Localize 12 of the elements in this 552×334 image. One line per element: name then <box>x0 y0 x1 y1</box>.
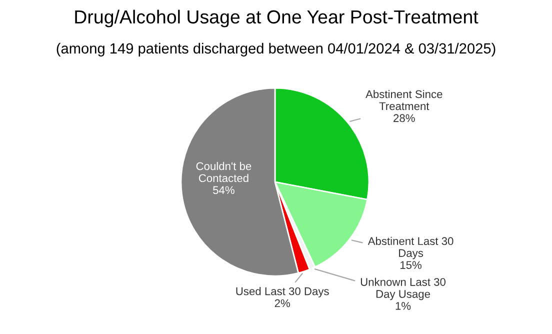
data-label: 54% <box>213 186 234 194</box>
slice-label: Used Last 30 Days <box>236 287 329 298</box>
data-label: 15% <box>400 261 422 269</box>
chart-subtitle: (among 149 patients discharged between 04/01/2024 & 03/31/2025) <box>56 42 496 56</box>
data-label: 1% <box>396 302 411 310</box>
slice-label: Couldn't be Contacted <box>196 162 252 182</box>
slice-label: Unknown Last 30 Day Usage <box>360 278 446 300</box>
slice-label: Abstinent Last 30 Days <box>368 236 454 260</box>
data-label: 2% <box>274 299 290 308</box>
data-label: 28% <box>394 114 415 122</box>
chart-title: Drug/Alcohol Usage at One Year Post-Treatment <box>75 10 478 28</box>
slice-label: Abstinent Since Treatment <box>366 90 442 110</box>
